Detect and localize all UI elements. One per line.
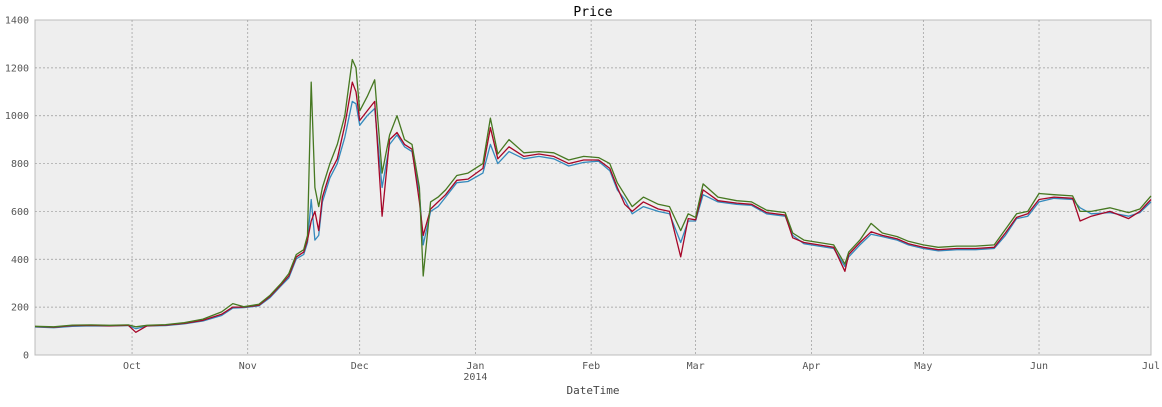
x-tick-label: Jan: [466, 361, 484, 372]
chart-title: Price: [573, 5, 612, 20]
y-tick-label: 200: [11, 303, 29, 314]
x-tick-label: Nov: [239, 361, 257, 372]
y-tick-label: 1400: [5, 16, 29, 27]
x-axis-title: DateTime: [567, 384, 620, 397]
x-tick-label: Apr: [802, 361, 820, 372]
series-lines: [34, 58, 1152, 333]
y-tick-label: 800: [11, 159, 29, 170]
y-tick-label: 400: [11, 255, 29, 266]
x-tick-label: Jun: [1030, 361, 1048, 372]
y-tick-label: 0: [23, 351, 29, 362]
x-tick-label: Dec: [351, 361, 369, 372]
series-line-2: [34, 81, 1152, 333]
y-tick-label: 1000: [5, 111, 29, 122]
y-axis-ticks: 0 200 400 600 800 1000 1200 1400: [5, 16, 29, 362]
x-tick-label: Oct: [123, 361, 141, 372]
x-tick-label: Mar: [687, 361, 705, 372]
y-tick-label: 600: [11, 207, 29, 218]
series-line-3: [34, 58, 1152, 328]
x-tick-label: Feb: [582, 361, 600, 372]
x-tick-label: May: [914, 361, 932, 372]
grid-lines: [35, 20, 1151, 355]
y-tick-label: 1200: [5, 63, 29, 74]
x-tick-year-label: 2014: [463, 372, 487, 383]
plot-area: [34, 19, 1152, 356]
x-tick-label: Jul: [1142, 361, 1160, 372]
series-line-1: [34, 100, 1152, 330]
